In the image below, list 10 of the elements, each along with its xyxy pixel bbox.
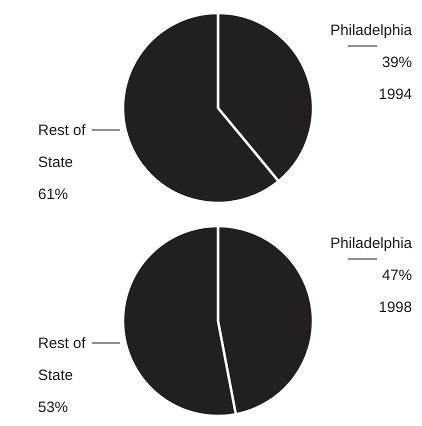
slice-label: Rest of State bbox=[38, 335, 86, 384]
slice-label: Philadelphia bbox=[330, 22, 413, 39]
slice-label: Philadelphia bbox=[330, 235, 413, 252]
text: 1994 bbox=[378, 86, 412, 103]
data-label: 61% bbox=[38, 186, 68, 203]
data-label: 47% bbox=[382, 267, 412, 284]
text: 1998 bbox=[378, 299, 412, 316]
data-label: 53% bbox=[38, 399, 68, 416]
data-label: 39% bbox=[382, 54, 412, 71]
slice-label: Rest of State bbox=[38, 122, 86, 171]
